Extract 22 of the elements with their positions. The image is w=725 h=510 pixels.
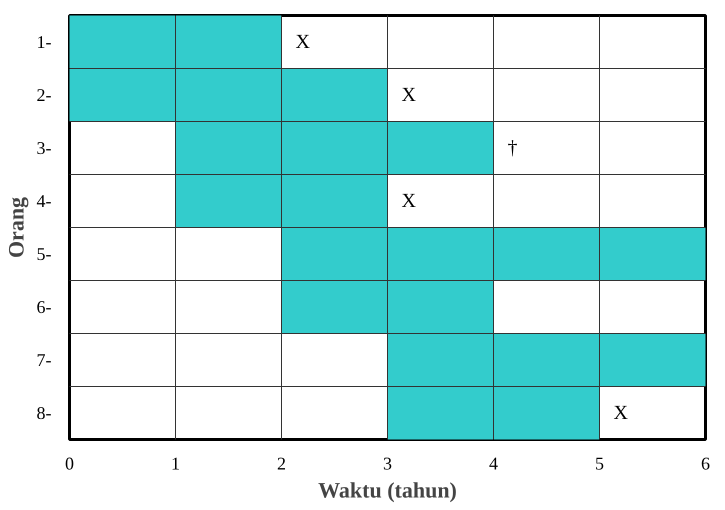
y-tick-label: 3- [36,138,52,158]
y-axis-title: Orang [4,196,29,258]
y-tick-label: 1- [36,32,52,52]
x-axis-title: Waktu (tahun) [318,478,457,502]
x-tick-label: 5 [595,454,604,474]
annotation: X [296,31,310,53]
x-tick-label: 1 [171,454,180,474]
annotation: X [614,402,628,424]
x-tick-label: 4 [489,454,498,474]
y-tick-label: 8- [36,403,52,423]
y-tick-label: 5- [36,244,52,264]
x-tick-label: 3 [383,454,392,474]
annotation: X [402,84,416,106]
y-tick-label: 4- [36,191,52,211]
annotation: † [508,137,518,159]
x-tick-label: 0 [65,454,74,474]
x-tick-label: 6 [701,454,710,474]
x-tick-label: 2 [277,454,286,474]
y-tick-label: 7- [36,350,52,370]
annotation: X [402,190,416,212]
y-tick-label: 6- [36,297,52,317]
y-tick-label: 2- [36,85,52,105]
